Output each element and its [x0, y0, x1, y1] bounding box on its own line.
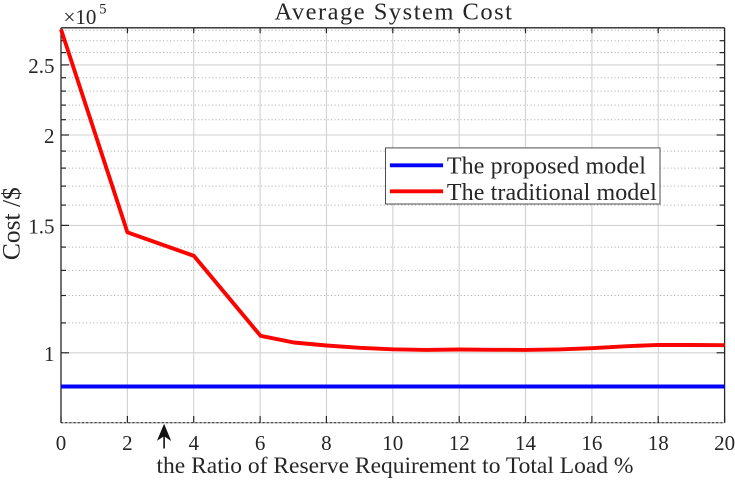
svg-text:Cost /$: Cost /$	[0, 187, 26, 260]
svg-text:the Ratio of Reserve Requireme: the Ratio of Reserve Requirement to Tota…	[157, 453, 634, 479]
svg-text:4: 4	[188, 431, 199, 455]
svg-text:10: 10	[382, 431, 403, 455]
svg-text:14: 14	[515, 431, 537, 455]
svg-text:Average System Cost: Average System Cost	[275, 0, 514, 25]
svg-text:The traditional model: The traditional model	[447, 180, 657, 206]
svg-text:20: 20	[714, 431, 735, 455]
svg-text:18: 18	[648, 431, 669, 455]
svg-text:12: 12	[449, 431, 470, 455]
svg-text:1.5: 1.5	[28, 215, 54, 239]
svg-text:0: 0	[56, 431, 67, 455]
svg-text:×10: ×10	[64, 5, 97, 29]
svg-text:The proposed model: The proposed model	[447, 154, 646, 180]
svg-text:2: 2	[122, 431, 133, 455]
svg-text:8: 8	[321, 431, 332, 455]
svg-text:2: 2	[44, 124, 55, 148]
svg-text:1: 1	[44, 342, 55, 366]
svg-text:2.5: 2.5	[28, 54, 54, 78]
svg-text:5: 5	[99, 2, 106, 18]
svg-text:16: 16	[581, 431, 602, 455]
svg-text:6: 6	[255, 431, 266, 455]
